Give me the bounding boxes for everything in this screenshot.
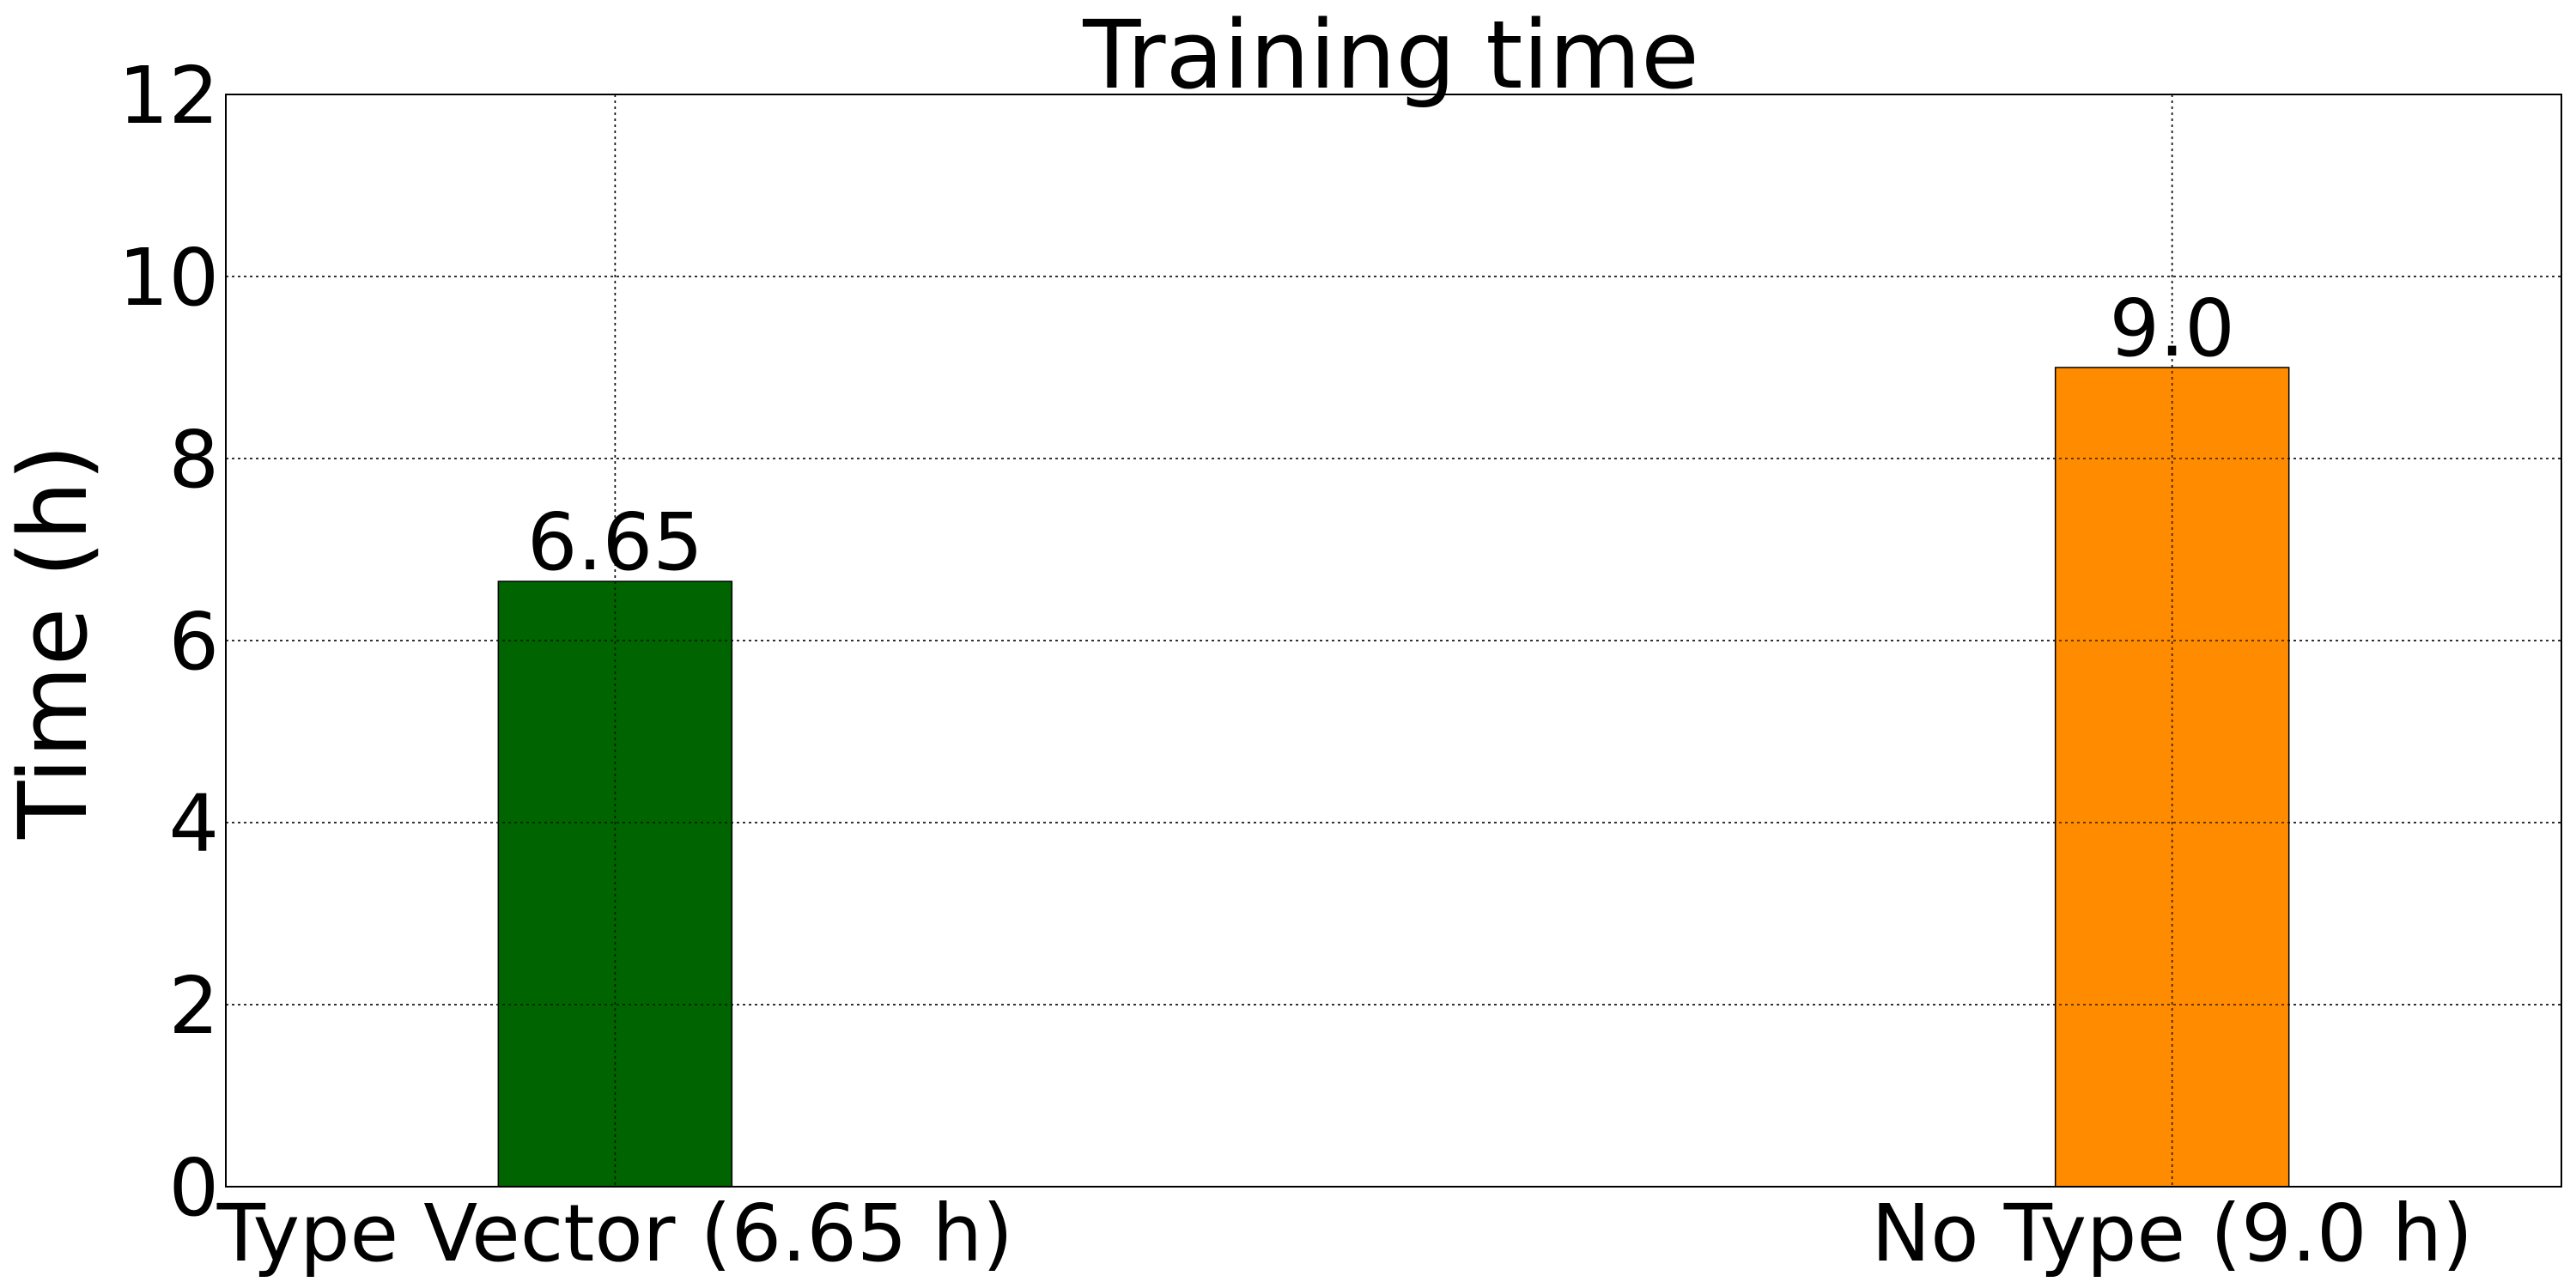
grid-overlay bbox=[226, 94, 2561, 1187]
value-labels: 6.65 9.0 bbox=[527, 283, 2235, 588]
y-tick-label: 8 bbox=[168, 414, 219, 506]
y-tick-label: 12 bbox=[118, 50, 219, 142]
y-tick-label: 2 bbox=[168, 960, 219, 1052]
y-tick-label: 10 bbox=[118, 232, 219, 324]
bar-value-label: 6.65 bbox=[527, 496, 703, 588]
y-axis-label: Time (h) bbox=[0, 444, 108, 840]
bars bbox=[497, 367, 2290, 1188]
plot-area-frame bbox=[225, 94, 2562, 1188]
bar-value-label: 9.0 bbox=[2110, 283, 2235, 374]
y-tick-label: 4 bbox=[168, 778, 219, 870]
y-axis-ticks: 0 2 4 6 8 10 12 bbox=[118, 50, 219, 1234]
y-tick-label: 6 bbox=[168, 596, 219, 688]
y-tick-label: 0 bbox=[168, 1142, 219, 1234]
chart-title: Training time bbox=[1082, 0, 1699, 110]
x-tick-label: No Type (9.0 h) bbox=[1871, 1188, 2473, 1279]
x-tick-label: Type Vector (6.65 h) bbox=[216, 1188, 1013, 1279]
x-axis-ticks: Type Vector (6.65 h) No Type (9.0 h) bbox=[216, 1188, 2473, 1279]
